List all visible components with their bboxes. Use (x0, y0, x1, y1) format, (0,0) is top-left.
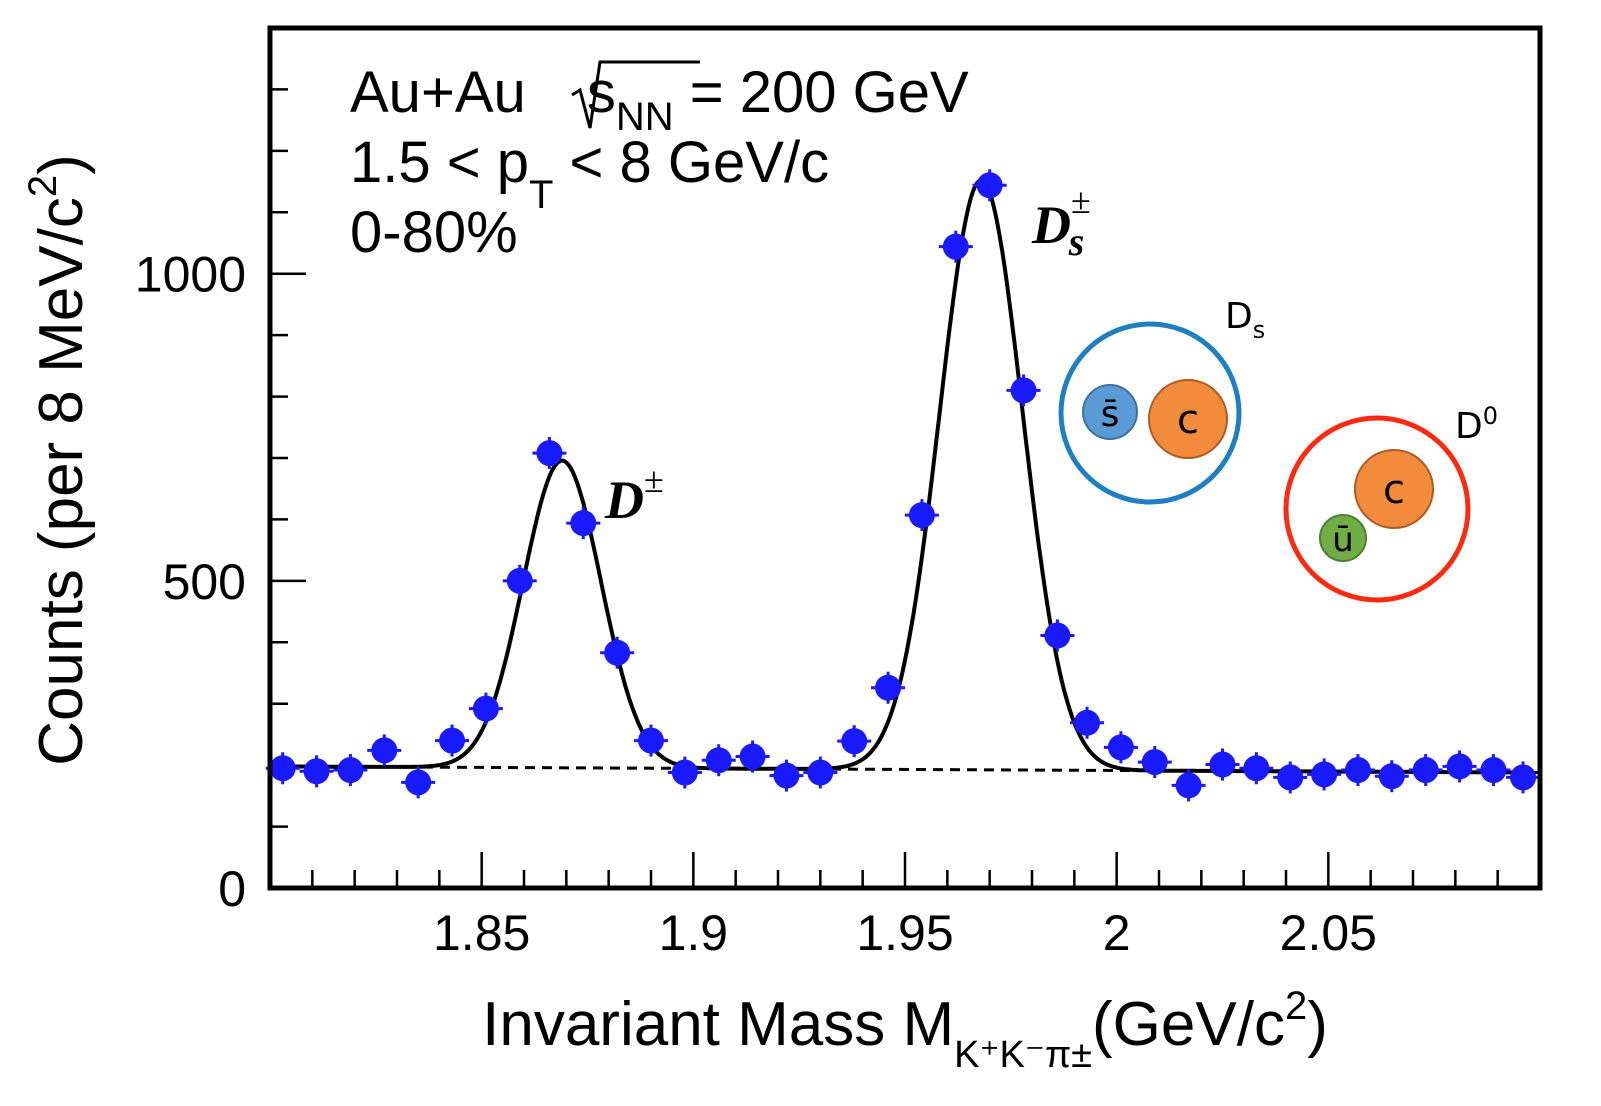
data-point (1311, 761, 1338, 788)
d0-ring (1283, 415, 1471, 603)
data-point (773, 762, 800, 789)
anti-up-quark-label: ū (1332, 520, 1354, 560)
d-plus-peak-label: D± (604, 460, 664, 530)
data-point (604, 639, 631, 666)
data-point (269, 755, 296, 782)
signal-fit-curve (282, 177, 1526, 775)
data-point (570, 510, 597, 537)
x-tick-label: 2.05 (1280, 905, 1377, 961)
data-point (1044, 622, 1071, 649)
data-point (705, 747, 732, 774)
data-point (1446, 753, 1473, 780)
data-point (638, 727, 664, 754)
ds-ring (1058, 321, 1242, 505)
y-tick-labels: 0 500 1000 (135, 247, 246, 917)
y-tick-label: 1000 (135, 247, 246, 303)
anti-strange-quark-label: s̄ (1101, 394, 1120, 435)
plot-frame (267, 25, 1543, 891)
data-point (841, 728, 868, 755)
collision-system-label: Au+Au sNN = 200 GeV (350, 60, 969, 139)
x-tick-label: 1.85 (433, 905, 530, 961)
data-point (506, 567, 533, 594)
data-point (908, 502, 935, 529)
d0-meson-diagram: c ū D0 (1283, 402, 1498, 603)
data-points (265, 169, 1541, 802)
charm-quark (1354, 449, 1434, 529)
x-axis-label: Invariant Mass MK⁺K⁻π±(GeV/c2) (482, 984, 1328, 1076)
data-point (1480, 757, 1507, 784)
d0-diagram-label: D0 (1455, 402, 1498, 447)
data-point (807, 759, 834, 786)
charm-quark-label: c (1383, 467, 1405, 513)
data-point (439, 727, 466, 754)
data-point (942, 233, 969, 260)
charm-quark (1148, 379, 1228, 459)
y-tick-label: 0 (218, 861, 246, 917)
charm-quark-label: c (1177, 397, 1199, 443)
data-point (472, 695, 499, 722)
data-point (303, 758, 330, 785)
x-tick-label: 2 (1103, 905, 1131, 961)
data-point (536, 440, 563, 467)
data-point (371, 737, 398, 764)
x-tick-label: 1.95 (856, 905, 953, 961)
x-tick-labels: 1.85 1.9 1.95 2 2.05 (433, 905, 1377, 961)
data-point (671, 759, 698, 786)
data-point (1209, 751, 1236, 778)
ds-peak-label: D± s (1031, 181, 1091, 264)
data-point (1141, 749, 1168, 776)
data-point (1510, 764, 1537, 791)
anti-up-quark (1319, 514, 1367, 562)
data-point (739, 743, 766, 770)
y-axis-label: Counts (per 8 MeV/c2) (21, 154, 96, 765)
pt-range-label: 1.5 < pT < 8 GeV/c (350, 130, 829, 217)
y-tick-label: 500 (163, 554, 246, 610)
data-point (1344, 757, 1371, 784)
ds-meson-diagram: s̄ c Ds (1058, 296, 1265, 505)
data-point (1378, 763, 1405, 790)
data-point (405, 769, 432, 796)
data-point (337, 757, 364, 784)
centrality-label: 0-80% (350, 200, 518, 265)
data-point (1175, 772, 1202, 799)
data-point (875, 674, 902, 701)
fit-curves (269, 177, 1541, 775)
data-point (1074, 709, 1101, 736)
axis-ticks (268, 26, 1542, 890)
ds-diagram-label: Ds (1225, 296, 1265, 344)
data-point (1010, 377, 1037, 404)
x-tick-label: 1.9 (659, 905, 729, 961)
sqrt-sign-icon (571, 60, 700, 129)
data-point (1107, 734, 1134, 761)
data-point (976, 172, 1003, 199)
anti-strange-quark (1082, 384, 1138, 440)
data-point (1277, 764, 1304, 791)
data-point (1412, 757, 1439, 784)
data-point (1243, 755, 1270, 782)
